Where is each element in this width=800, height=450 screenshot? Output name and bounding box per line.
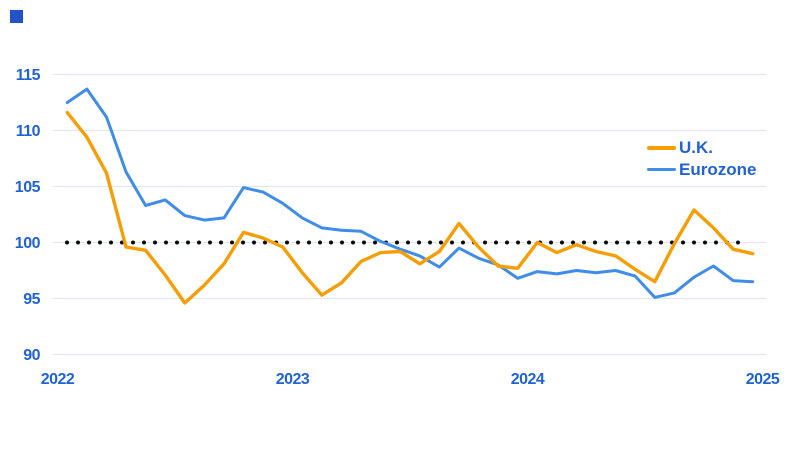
baseline-dot — [252, 240, 256, 245]
y-axis-tick-label: 105 — [15, 179, 41, 196]
baseline-dot — [604, 240, 608, 245]
baseline-dot — [76, 240, 80, 245]
baseline-dot — [340, 240, 344, 245]
baseline-dot — [505, 240, 509, 245]
x-axis-tick-label: 2025 — [746, 371, 780, 388]
baseline-dot — [692, 240, 696, 245]
baseline-dot — [681, 240, 685, 245]
baseline-dot — [461, 240, 465, 245]
baseline-dot — [131, 240, 135, 245]
baseline-dot — [714, 240, 718, 245]
baseline-dot — [230, 240, 234, 245]
baseline-dot — [186, 240, 190, 245]
y-axis-tick-label: 110 — [16, 123, 41, 140]
baseline-dot — [197, 240, 201, 245]
legend-item-uk: U.K. — [647, 137, 756, 159]
baseline-dot — [637, 240, 641, 245]
baseline-dot — [560, 240, 564, 245]
baseline-dot — [219, 240, 223, 245]
baseline-dot — [450, 240, 454, 245]
baseline-dot — [307, 240, 311, 245]
uk-line-swatch — [647, 146, 676, 150]
baseline-dot — [175, 240, 179, 245]
x-axis-tick-label: 2022 — [41, 371, 75, 388]
eurozone-line — [65, 87, 755, 299]
baseline-dot — [648, 240, 652, 245]
baseline-dot — [659, 240, 663, 245]
baseline-dot — [87, 240, 91, 245]
uk-line — [65, 110, 755, 305]
x-axis-tick-label: 2023 — [276, 371, 310, 388]
y-axis-tick-label: 115 — [16, 67, 41, 84]
baseline-dot — [142, 240, 146, 245]
baseline-dot — [164, 240, 168, 245]
baseline-dot — [329, 240, 333, 245]
legend: U.K. Eurozone — [647, 137, 756, 180]
baseline-dot — [153, 240, 157, 245]
eurozone-legend-label: Eurozone — [679, 159, 757, 179]
baseline-dot — [626, 240, 630, 245]
baseline-dot — [582, 240, 586, 245]
baseline-dot — [516, 240, 520, 245]
y-axis-tick-label: 95 — [23, 291, 40, 308]
baseline-dot — [428, 240, 432, 245]
baseline-dot — [439, 240, 443, 245]
baseline-dot — [593, 240, 597, 245]
baseline-dot — [615, 240, 619, 245]
baseline-dot — [98, 240, 102, 245]
y-axis-tick-label: 90 — [23, 347, 40, 364]
baseline-dot — [417, 240, 421, 245]
baseline-dot — [296, 240, 300, 245]
legend-item-eurozone: Eurozone — [647, 159, 756, 181]
baseline-dot — [109, 240, 113, 245]
baseline-dot — [736, 240, 740, 245]
baseline-dot — [263, 240, 267, 245]
baseline-dot — [318, 240, 322, 245]
baseline-dot — [527, 240, 531, 245]
uk-legend-label: U.K. — [679, 138, 713, 157]
baseline-dot — [494, 240, 498, 245]
baseline-dot — [483, 240, 487, 245]
baseline-dot — [285, 240, 289, 245]
x-axis-tick-label: 2024 — [511, 371, 545, 388]
baseline-dot — [395, 240, 399, 245]
y-axis-tick-label: 100 — [15, 235, 41, 252]
baseline-dot — [703, 240, 707, 245]
baseline-dot — [241, 240, 245, 245]
baseline-dot — [571, 240, 575, 245]
eurozone-line-swatch — [647, 167, 676, 171]
baseline-dot — [373, 240, 377, 245]
baseline-dot — [549, 240, 553, 245]
baseline-dot — [362, 240, 366, 245]
baseline-dot — [351, 240, 355, 245]
baseline-dot — [208, 240, 212, 245]
brand-mark-icon — [10, 10, 23, 23]
baseline-dot — [65, 240, 69, 245]
baseline-dot — [406, 240, 410, 245]
